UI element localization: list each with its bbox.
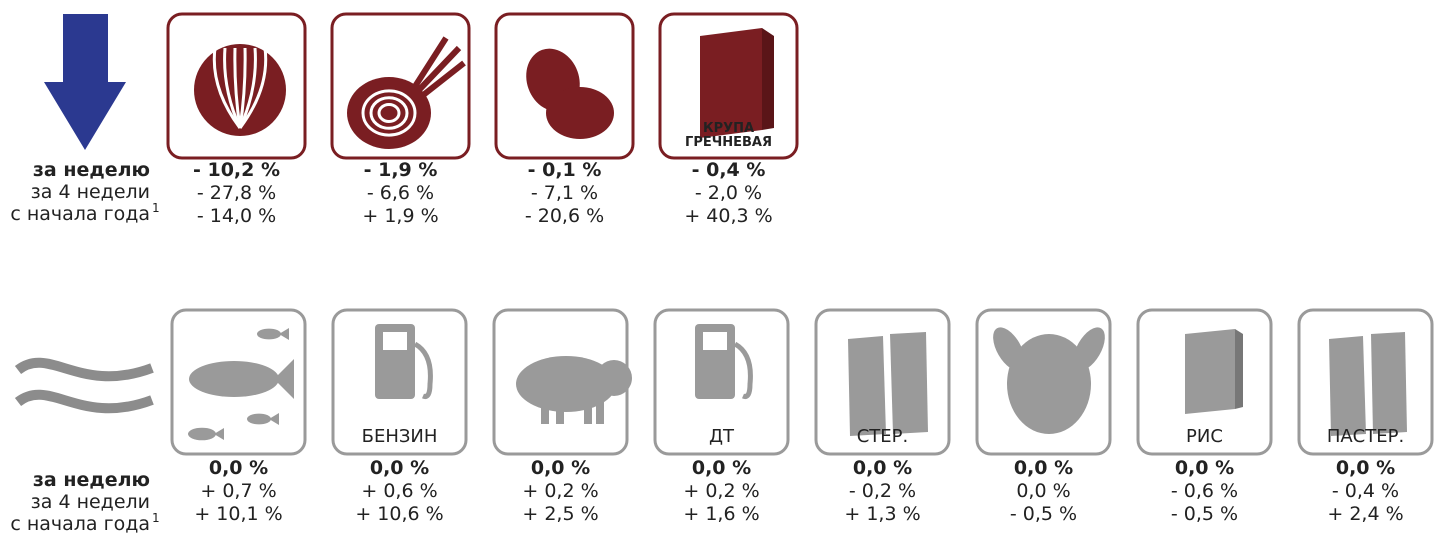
page: body { margin: 0; width: 1434px; height:… xyxy=(0,0,1434,539)
icon-label: ДТ xyxy=(709,426,735,447)
value: 0,0 % xyxy=(1175,457,1234,479)
value: + 2,5 % xyxy=(522,503,598,525)
fish xyxy=(247,414,271,425)
bag xyxy=(890,332,928,434)
value: - 10,2 % xyxy=(193,159,280,181)
bag xyxy=(1329,336,1366,436)
value: - 0,4 % xyxy=(1332,480,1399,502)
value: + 2,4 % xyxy=(1327,503,1403,525)
row-label: с начала года xyxy=(10,513,150,535)
value: + 1,3 % xyxy=(844,503,920,525)
row-label: за неделю xyxy=(33,159,150,181)
value: + 10,6 % xyxy=(355,503,443,525)
footnote: 1 xyxy=(152,511,160,525)
footnote: 1 xyxy=(152,201,160,215)
icon-label: РИС xyxy=(1186,426,1223,447)
value: 0,0 % xyxy=(1336,457,1395,479)
value: - 0,5 % xyxy=(1010,503,1077,525)
icon-label: ГРЕЧНЕВАЯ xyxy=(685,135,772,150)
bag xyxy=(848,336,886,436)
box-side xyxy=(762,28,774,130)
pig-leg xyxy=(596,402,604,424)
value: + 0,7 % xyxy=(200,480,276,502)
down-arrow xyxy=(44,14,126,150)
box xyxy=(1185,329,1235,414)
pig-leg xyxy=(584,402,592,424)
value: - 0,6 % xyxy=(1171,480,1238,502)
value: - 1,9 % xyxy=(364,159,438,181)
bag xyxy=(1371,332,1407,434)
value: 0,0 % xyxy=(370,457,429,479)
value: 0,0 % xyxy=(1014,457,1073,479)
fish xyxy=(188,428,216,441)
value: - 6,6 % xyxy=(367,182,434,204)
value: - 2,0 % xyxy=(695,182,762,204)
value: + 40,3 % xyxy=(684,205,772,227)
value: - 0,5 % xyxy=(1171,503,1238,525)
pump-window xyxy=(383,332,407,350)
value: 0,0 % xyxy=(209,457,268,479)
approx-icon xyxy=(18,363,152,408)
pump-window xyxy=(703,332,727,350)
value: + 10,1 % xyxy=(194,503,282,525)
row-label: за неделю xyxy=(33,469,150,491)
row-label: за 4 недели xyxy=(31,491,150,513)
row-label: за 4 недели xyxy=(31,181,150,203)
value: + 1,6 % xyxy=(683,503,759,525)
value: 0,0 % xyxy=(692,457,751,479)
value: - 7,1 % xyxy=(531,182,598,204)
value: - 14,0 % xyxy=(197,205,276,227)
icon-label: БЕНЗИН xyxy=(362,426,438,447)
value: + 0,6 % xyxy=(361,480,437,502)
icon-label: СТЕР. xyxy=(857,426,909,447)
icon-label: КРУПА xyxy=(703,121,754,136)
value: + 0,2 % xyxy=(522,480,598,502)
icon-label: ПАСТЕР. xyxy=(1327,426,1404,447)
fish xyxy=(257,329,281,340)
pig-leg xyxy=(541,402,549,424)
value: - 0,1 % xyxy=(528,159,602,181)
fish xyxy=(189,361,279,397)
box-side xyxy=(1235,329,1243,409)
infographic: за неделюза 4 неделис начала года1- 10,2… xyxy=(0,0,1434,539)
value: + 1,9 % xyxy=(362,205,438,227)
pig-head xyxy=(596,360,632,396)
egg xyxy=(546,87,614,139)
icon xyxy=(194,44,286,136)
value: - 0,4 % xyxy=(692,159,766,181)
value: 0,0 % xyxy=(853,457,912,479)
value: - 27,8 % xyxy=(197,182,276,204)
value: + 0,2 % xyxy=(683,480,759,502)
value: - 20,6 % xyxy=(525,205,604,227)
body: {"rows": [ {"labels": ["за неделю", "за … xyxy=(0,0,1434,539)
value: 0,0 % xyxy=(1016,480,1070,502)
icon xyxy=(1185,329,1243,414)
value: 0,0 % xyxy=(531,457,590,479)
pig-leg xyxy=(556,402,564,424)
value: - 0,2 % xyxy=(849,480,916,502)
row-label: с начала года xyxy=(10,203,150,225)
